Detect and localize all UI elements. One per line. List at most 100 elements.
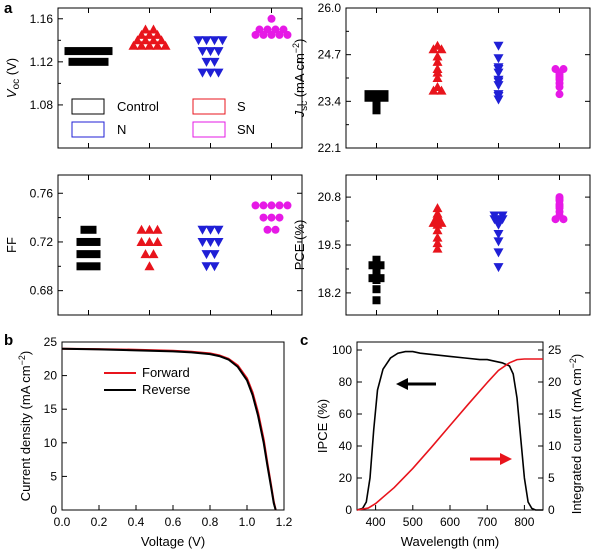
jsc-point-s: [432, 56, 443, 66]
pce-point-sn: [551, 215, 560, 224]
voc-point-sn: [275, 30, 284, 39]
jv-xtick-label: 0.0: [54, 515, 71, 529]
voc-point-control: [80, 47, 89, 56]
ff-point-sn: [259, 213, 268, 222]
ff-point-s: [144, 236, 155, 246]
pce-ytick-label: 18.2: [318, 286, 342, 300]
jsc-ytick-label: 24.7: [318, 48, 342, 62]
voc-ytick-label: 1.08: [30, 98, 54, 112]
panel-label-b: b: [4, 332, 13, 349]
pce-ylabel-main: PCE (%): [292, 220, 307, 271]
voc-point-s: [144, 29, 155, 39]
jsc-point-s: [436, 44, 447, 54]
pce-point-control: [376, 261, 385, 270]
ff-point-control: [80, 225, 89, 234]
legend-a: Control S N SN: [71, 98, 255, 138]
jsc-point-control: [364, 93, 373, 102]
voc-point-sn: [251, 30, 260, 39]
ff-point-control: [76, 262, 85, 271]
ff-panel: 0.68 0.72 0.76 FF: [4, 174, 303, 316]
panel-label-a: a: [4, 0, 13, 17]
ipce-ytick-label: 0: [345, 503, 352, 517]
jv-xtick-label: 0.2: [91, 515, 108, 529]
ff-ylabel-main: FF: [4, 237, 19, 253]
arrows: [396, 378, 512, 465]
ff-point-sn: [275, 201, 284, 210]
pce-point-control: [368, 261, 377, 270]
ff-point-sn: [271, 225, 280, 234]
jv-ytick-label: 20: [44, 369, 58, 383]
jsc-point-s: [432, 67, 443, 77]
pce-point-control: [372, 285, 381, 294]
ff-point-s: [140, 249, 151, 259]
jsc-point-sn: [555, 82, 564, 91]
voc-ytick-label: 1.12: [30, 55, 54, 69]
jsc-ylabel-unit: (mA cm: [292, 53, 307, 101]
voc-point-control: [104, 47, 113, 56]
voc-point-s: [140, 24, 151, 34]
ipce-ytick-right-label: 0: [548, 503, 555, 517]
pce-point-n: [493, 248, 504, 258]
voc-point-control: [88, 47, 97, 56]
pce-point-n: [493, 229, 504, 239]
ff-point-n: [205, 225, 216, 235]
ff-point-n: [201, 262, 212, 272]
legend-swatch-n: [71, 121, 105, 138]
legend-swatch-s: [192, 98, 226, 115]
jv-legend-label-reverse: Reverse: [142, 382, 190, 397]
ipce-ytick-right-label: 15: [548, 407, 562, 421]
voc-point-s: [156, 35, 167, 45]
jv-panel: 0.0 0.2 0.4 0.6 0.8 1.0 1.2 0 5 10 15 20 25 Voltage (…: [17, 335, 293, 549]
voc-point-s: [136, 40, 147, 50]
ipce-ytick-right-label: 5: [548, 471, 555, 485]
ipce-ytick-label: 60: [339, 407, 353, 421]
jv-xtick-label: 0.6: [165, 515, 182, 529]
ipce-panel: 400 500 600 700 800 0 20 40 60 80 100 0 5 10 15 20 25 Wav…: [315, 341, 584, 549]
voc-point-control: [76, 57, 85, 66]
right-axis-arrow: [470, 453, 512, 465]
jv-ylabel-main: Current density (mA cm: [18, 365, 33, 501]
pce-point-n: [493, 237, 504, 247]
ff-point-n: [205, 237, 216, 247]
pce-point-s: [432, 243, 443, 253]
jsc-point-sn: [555, 90, 564, 99]
voc-point-n: [213, 68, 224, 78]
voc-point-n: [205, 68, 216, 78]
voc-point-s: [144, 40, 155, 50]
jv-ylabel-close: ): [18, 351, 33, 355]
ff-point-s: [136, 236, 147, 246]
ipce-ylabel-right-exp: −2: [568, 358, 578, 368]
voc-point-n: [205, 47, 216, 57]
left-axis-arrow: [396, 378, 436, 390]
voc-point-control: [100, 57, 109, 66]
jsc-point-n: [493, 41, 504, 51]
pce-panel: 18.2 19.5 20.8 PCE (%): [292, 174, 591, 316]
ff-point-n: [213, 237, 224, 247]
ipce-xtick-label: 800: [514, 515, 534, 529]
pce-point-control: [372, 296, 381, 305]
voc-frame: [57, 7, 303, 149]
voc-point-s: [160, 40, 171, 50]
jsc-ytick-label: 23.4: [318, 94, 342, 108]
jsc-point-s: [428, 44, 439, 54]
voc-point-s: [136, 29, 147, 39]
jv-ytick-label: 10: [44, 436, 58, 450]
ff-point-control: [92, 250, 101, 259]
jsc-point-n: [493, 54, 504, 64]
pce-point-s: [432, 232, 443, 242]
voc-point-s: [152, 40, 163, 50]
ipce-ytick-label: 40: [339, 439, 353, 453]
pce-point-s: [432, 203, 443, 213]
jsc-panel: 22.1 23.4 24.7 26.0 Jsc (mA cm−2): [291, 1, 591, 155]
ff-point-control: [76, 237, 85, 246]
ipce-ylabel-right-close: ): [569, 354, 584, 358]
jsc-ylabel-exp: −2: [291, 43, 301, 53]
voc-point-n: [201, 57, 212, 67]
ff-ylabel: FF: [4, 237, 19, 253]
ipce-ylabel-right-main: Integrated curent (mA cm: [569, 368, 584, 514]
voc-point-s: [128, 40, 139, 50]
jsc-point-control: [372, 99, 381, 108]
pce-ylabel: PCE (%): [292, 220, 307, 271]
ff-point-sn: [275, 213, 284, 222]
jv-xtick-label: 0.8: [202, 515, 219, 529]
